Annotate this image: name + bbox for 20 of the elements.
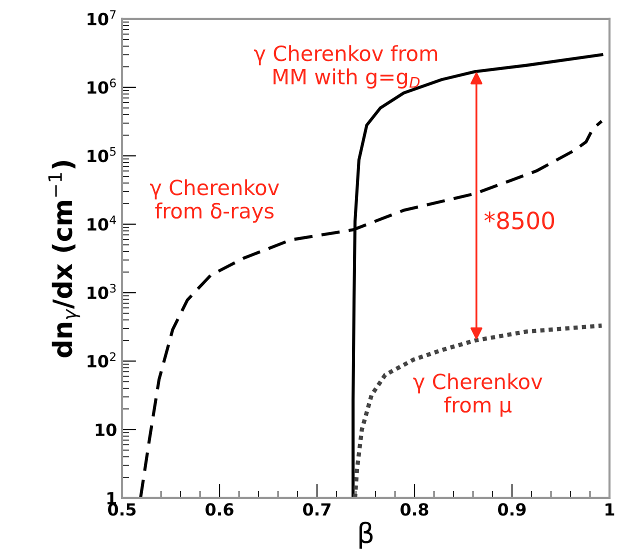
x-tick-label: 0.7 — [303, 503, 330, 516]
annotation: γ Cherenkov from μ — [413, 373, 542, 417]
x-axis-title: β — [360, 522, 373, 549]
y-axis-title: dn$_{γ}$/dx (cm$^{−1}$) — [48, 160, 80, 358]
y-tick-label: 10$^{5}$ — [88, 147, 116, 162]
x-tick-label: 0.6 — [206, 503, 234, 516]
y-tick-label: 10 — [96, 423, 116, 436]
x-tick-label: 0.8 — [400, 503, 428, 516]
x-tick-label: 1 — [606, 503, 614, 516]
y-tick-label: 10$^{7}$ — [88, 10, 116, 26]
annotation: γ Cherenkov from δ-rays — [150, 179, 280, 223]
annotation: γ Cherenkov from MM with g=g$_{D}$ — [254, 45, 438, 89]
annotation: *8500 — [484, 212, 554, 230]
y-tick-label: 10$^{4}$ — [88, 216, 116, 231]
x-tick-label: 0.5 — [108, 503, 136, 516]
line-series — [352, 324, 604, 498]
y-tick-label: 10$^{3}$ — [88, 284, 116, 300]
y-tick-label: 10$^{6}$ — [88, 78, 116, 94]
y-tick-label: 10$^{2}$ — [88, 352, 116, 368]
x-tick-label: 0.9 — [498, 503, 526, 516]
